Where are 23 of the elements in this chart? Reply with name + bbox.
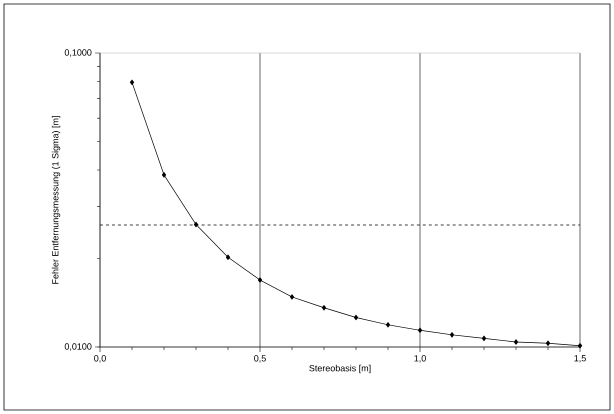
point xyxy=(514,339,518,345)
point xyxy=(162,172,166,178)
point xyxy=(322,305,326,310)
x-tick-label: 0,5 xyxy=(254,355,266,363)
y-tick-label: 0,0100 xyxy=(64,343,92,351)
point xyxy=(290,294,294,300)
point xyxy=(482,336,486,342)
x-tick-label: 0,0 xyxy=(94,355,106,363)
x-tick-label: 1,5 xyxy=(574,355,586,362)
point xyxy=(354,314,358,320)
point xyxy=(194,222,198,228)
point xyxy=(130,80,134,86)
point xyxy=(418,328,422,334)
y-axis-title: Fehler Entfernungsmessung (1 Sigma) [m] xyxy=(52,116,60,284)
point xyxy=(578,343,582,348)
point xyxy=(450,332,454,338)
y-tick-label: 0,1000 xyxy=(64,49,92,57)
point xyxy=(546,340,550,346)
point xyxy=(258,277,262,283)
point xyxy=(386,322,390,328)
x-tick-label: 1,0 xyxy=(414,355,426,363)
point xyxy=(226,254,230,260)
x-axis-title: Stereobasis [m] xyxy=(309,364,371,374)
